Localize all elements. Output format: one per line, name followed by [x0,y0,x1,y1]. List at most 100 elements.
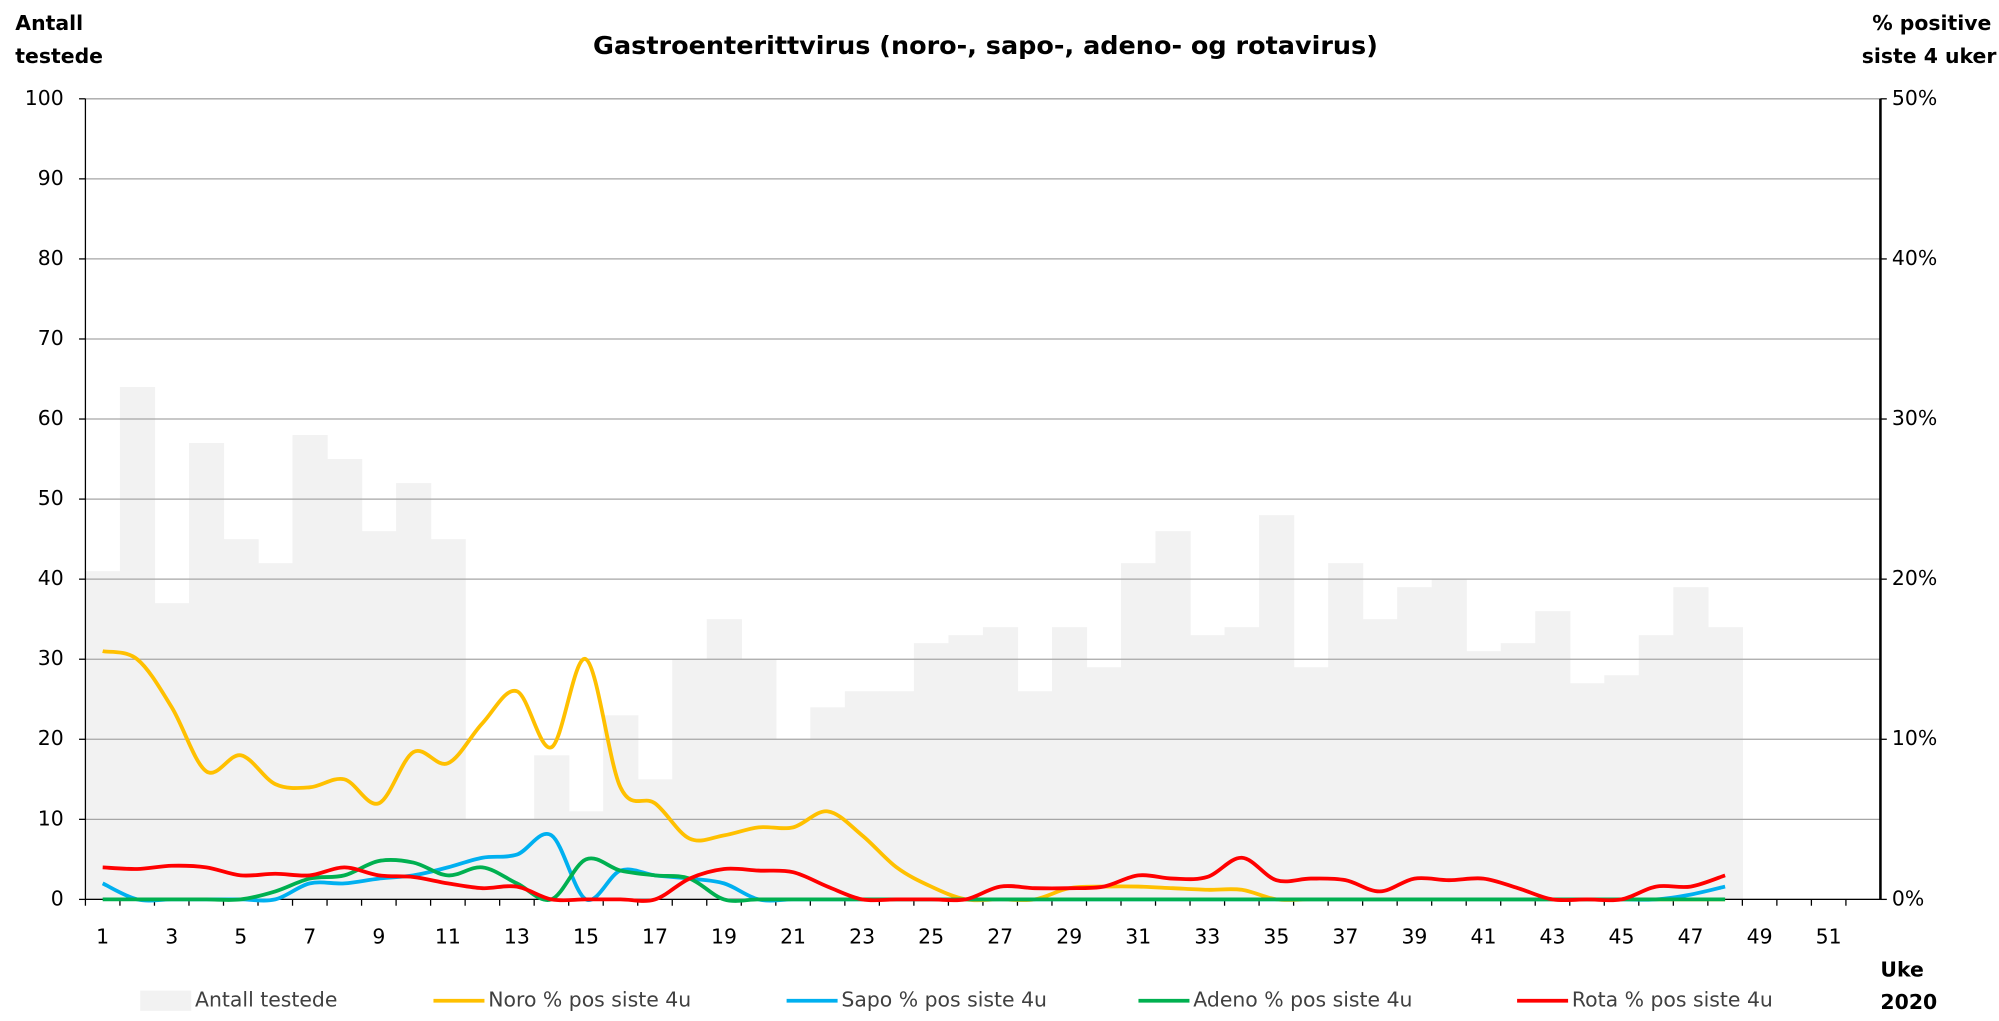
bar [430,539,466,900]
x-axis-label: 2020 [1880,990,1937,1014]
bar [1017,691,1053,900]
y2-tick-label: 10% [1892,726,1937,750]
y2-tick-label: 20% [1892,566,1937,590]
bar [534,755,570,900]
x-tick-label: 51 [1816,924,1842,948]
legend-swatch [140,990,192,1011]
y2-axis-label: % positive [1872,11,1991,35]
y-tick-label: 80 [38,246,64,270]
bar [188,443,225,900]
bar [361,531,397,900]
x-tick-label: 23 [849,924,875,948]
y2-tick-label: 30% [1892,406,1937,430]
legend-label: Sapo % pos siste 4u [841,988,1047,1012]
x-tick-label: 17 [642,924,668,948]
bar [1500,643,1536,900]
bar [913,643,950,900]
bar [637,779,673,900]
x-tick-label: 37 [1332,924,1358,948]
chart-title: Gastroenterittvirus (noro-, sapo-, adeno… [593,30,1378,60]
y-tick-label: 30 [38,646,64,670]
x-tick-label: 15 [573,924,599,948]
x-tick-label: 45 [1609,924,1635,948]
y-tick-label: 70 [38,326,64,350]
bar [1224,627,1260,900]
x-tick-label: 29 [1056,924,1082,948]
bar [258,563,294,900]
y2-tick-label: 40% [1892,246,1937,270]
line-series [102,855,1726,903]
x-tick-label: 21 [780,924,806,948]
x-tick-label: 13 [504,924,530,948]
bar [706,619,742,900]
bar [1707,627,1743,900]
bar [1638,635,1674,900]
y2-tick-label: 50% [1892,86,1937,110]
x-tick-label: 3 [165,924,178,948]
y-tick-label: 90 [38,166,64,190]
legend-label: Adeno % pos siste 4u [1193,988,1412,1012]
bar [1121,563,1157,900]
bar [1535,611,1571,900]
x-tick-label: 47 [1678,924,1704,948]
x-tick-label: 25 [918,924,944,948]
y-tick-label: 100 [25,86,64,110]
bar [154,603,190,900]
bar [396,483,432,900]
bar [879,691,915,900]
x-tick-label: 43 [1540,924,1566,948]
x-tick-label: 39 [1401,924,1427,948]
bar [223,539,259,900]
x-tick-label: 5 [234,924,247,948]
y-tick-label: 10 [38,806,64,830]
x-tick-label: 7 [303,924,316,948]
x-tick-label: 9 [372,924,385,948]
x-tick-label: 31 [1125,924,1151,948]
x-tick-label: 35 [1263,924,1289,948]
bar [844,691,881,900]
bar [1362,619,1398,900]
bar [119,387,156,900]
bar [327,459,363,900]
y2-tick-label: 0% [1892,886,1924,910]
y-tick-label: 20 [38,726,64,750]
bar [1328,563,1364,900]
bar [1086,667,1122,900]
bar [1673,587,1709,900]
bar [982,627,1019,900]
bar [1569,683,1605,900]
y2-axis-label: siste 4 uker [1862,44,1997,68]
y-axis-label: testede [15,44,103,68]
bar [1051,627,1088,900]
bar [1259,515,1295,900]
bar [672,659,708,900]
bar [568,811,604,900]
y-tick-label: 50 [38,486,64,510]
x-tick-label: 33 [1194,924,1220,948]
bar [810,707,846,900]
x-tick-label: 1 [96,924,109,948]
bar [1466,651,1502,900]
x-tick-label: 11 [435,924,461,948]
bar [292,435,328,900]
x-tick-label: 19 [711,924,737,948]
x-tick-label: 41 [1470,924,1496,948]
bar [1155,531,1191,900]
bar [741,659,777,900]
y-tick-label: 60 [38,406,64,430]
bar [1604,675,1640,900]
bar [85,571,121,900]
bar [948,635,984,900]
x-axis-label: Uke [1880,957,1923,981]
bar [1397,587,1433,900]
y-tick-label: 40 [38,566,64,590]
x-tick-label: 49 [1747,924,1773,948]
legend-label: Noro % pos siste 4u [488,988,691,1012]
y-tick-label: 0 [51,886,64,910]
x-tick-label: 27 [987,924,1013,948]
bar [1190,635,1226,900]
legend-label: Rota % pos siste 4u [1572,988,1773,1012]
y-axis-label: Antall [15,11,83,35]
